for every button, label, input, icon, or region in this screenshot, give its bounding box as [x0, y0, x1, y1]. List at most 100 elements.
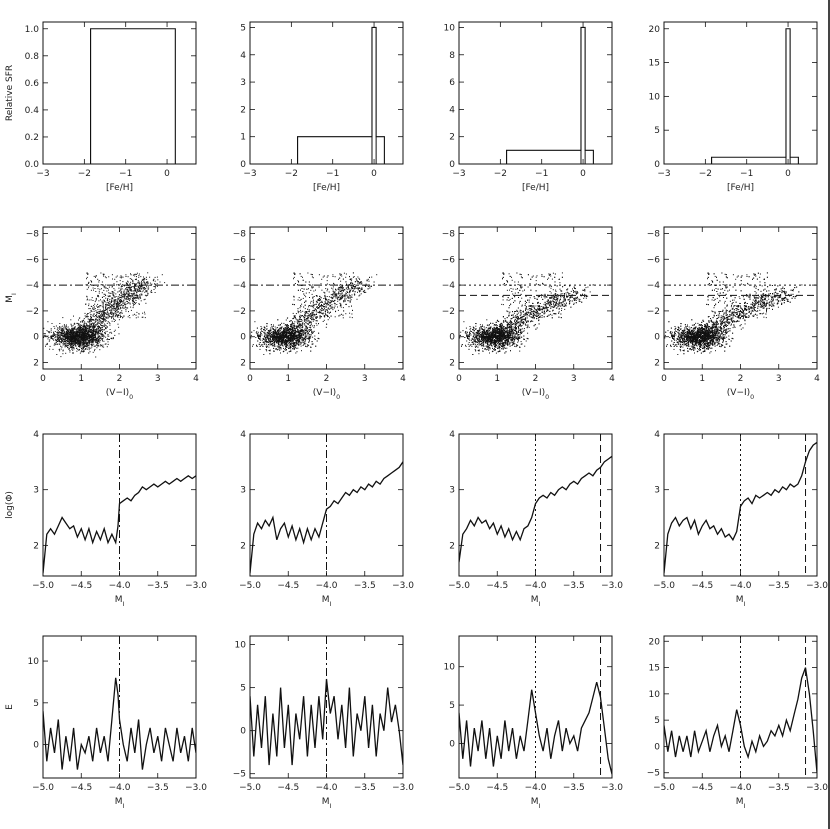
scatter-point [279, 344, 281, 346]
scatter-point [121, 285, 122, 287]
scatter-point [132, 293, 134, 295]
scatter-point [97, 333, 99, 335]
scatter-point [99, 309, 101, 311]
scatter-point [103, 273, 105, 275]
scatter-point [84, 337, 86, 339]
scatter-point [93, 316, 95, 318]
scatter-point [69, 334, 71, 336]
scatter-point [81, 347, 83, 349]
scatter-point [147, 272, 149, 274]
scatter-point [88, 331, 90, 333]
scatter-point [98, 311, 100, 312]
scatter-point [70, 342, 72, 344]
scatter-point [327, 311, 329, 313]
scatter-point [62, 342, 64, 344]
scatter-point [95, 315, 97, 317]
scatter-point [41, 351, 42, 352]
scatter-point [136, 296, 138, 298]
scatter-point [95, 332, 97, 334]
scatter-point [277, 346, 279, 348]
scatter-point [295, 336, 297, 338]
scatter-point [83, 340, 85, 342]
scatter-point [144, 278, 146, 280]
scatter-point [107, 307, 109, 309]
scatter-point [86, 315, 88, 317]
scatter-point [82, 342, 84, 344]
scatter-point [113, 312, 115, 314]
scatter-point [102, 314, 104, 316]
scatter-point [76, 343, 78, 345]
scatter-point [81, 336, 83, 338]
scatter-point [70, 337, 72, 338]
scatter-point [98, 327, 100, 329]
scatter-point [91, 297, 93, 299]
scatter-point [338, 291, 340, 293]
scatter-point [61, 333, 63, 335]
scatter-point [127, 285, 129, 287]
scatter-point [55, 334, 57, 336]
scatter-point [109, 329, 111, 330]
scatter-point [120, 300, 122, 302]
scatter-point [309, 321, 310, 323]
scatter-point [354, 284, 356, 285]
scatter-point [368, 280, 370, 282]
scatter-point [276, 335, 278, 337]
scatter-point [66, 343, 68, 345]
scatter-point [260, 332, 262, 334]
scatter-point [94, 350, 95, 352]
scatter-point [332, 306, 334, 308]
scatter-point [114, 319, 116, 321]
scatter-point [111, 305, 113, 307]
axes-frame [42, 226, 197, 370]
scatter-point [71, 332, 73, 334]
scatter-point [150, 291, 152, 293]
scatter-point [266, 328, 268, 330]
scatter-point [88, 329, 90, 331]
scatter-point [71, 336, 73, 338]
scatter-point [70, 333, 72, 335]
scatter-point [109, 303, 111, 305]
scatter-point [112, 293, 114, 295]
scatter-point [90, 305, 92, 307]
scatter-point [64, 341, 65, 342]
scatter-point [90, 284, 91, 286]
scatter-point [133, 297, 135, 299]
scatter-point [69, 329, 71, 331]
scatter-point [345, 281, 347, 283]
scatter-point [56, 336, 58, 338]
scatter-point [118, 284, 120, 286]
scatter-point [105, 284, 107, 286]
scatter-point [280, 333, 282, 335]
scatter-point [119, 283, 121, 285]
scatter-point [127, 280, 129, 282]
scatter-point [49, 339, 51, 341]
scatter-point [98, 325, 100, 327]
scatter-point [105, 305, 107, 307]
scatter-point [91, 344, 93, 346]
scatter-point [103, 329, 105, 331]
scatter-point [86, 272, 88, 274]
scatter-point [74, 322, 76, 324]
scatter-point [326, 276, 328, 278]
scatter-point [120, 301, 121, 303]
x-axis-label: [Fe/H] [522, 183, 549, 193]
scatter-point [56, 334, 58, 336]
scatter-point [292, 331, 294, 333]
scatter-point [141, 288, 142, 290]
scatter-point [103, 335, 105, 337]
scatter-point [83, 336, 85, 338]
scatter-point [92, 332, 93, 334]
scatter-point [57, 333, 59, 335]
scatter-point [132, 274, 134, 276]
scatter-point [70, 335, 72, 337]
scatter-point [285, 343, 286, 345]
scatter-point [247, 342, 248, 343]
scatter-point [143, 286, 145, 288]
scatter-point [297, 280, 299, 282]
scatter-point [85, 335, 87, 337]
scatter-point [109, 332, 111, 334]
scatter-point [145, 284, 147, 286]
scatter-point [55, 339, 57, 341]
scatter-point [132, 299, 134, 301]
